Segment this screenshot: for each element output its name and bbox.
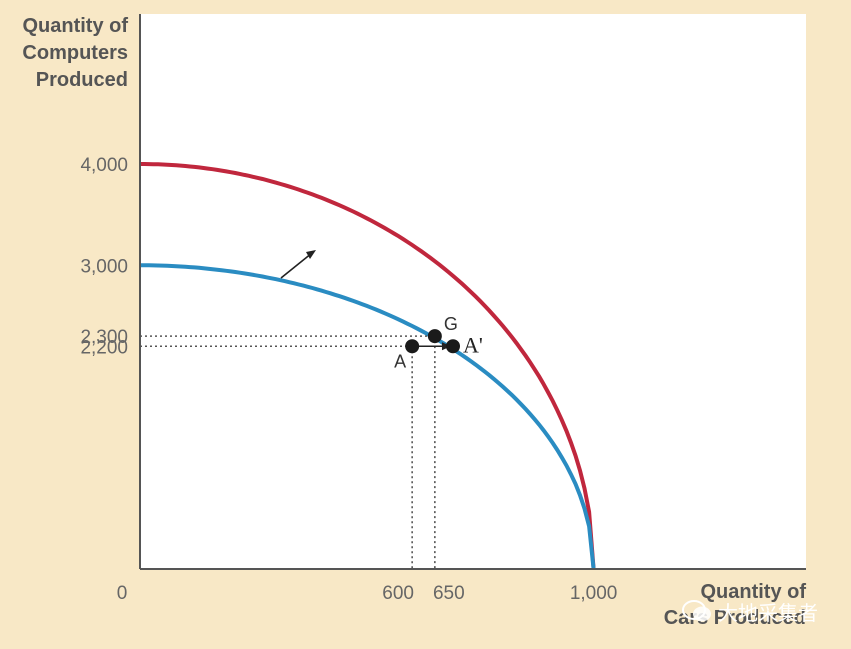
chat-bubble-icon (682, 599, 711, 621)
x-tick-label: 600 (382, 583, 414, 604)
origin-label: 0 (117, 583, 128, 604)
guides-layer (140, 335, 436, 569)
shift-arrow-head (306, 250, 316, 259)
x-tick-label: 650 (433, 583, 465, 604)
watermark: 大地采集者 (682, 597, 818, 626)
point-a-prime (445, 339, 460, 354)
y-axis-label-line-1: Quantity of (22, 15, 128, 37)
x-axis-label-line-1: Quantity of (700, 581, 806, 603)
y-tick-label: 3,000 (80, 256, 128, 277)
shift-arrow (280, 252, 313, 279)
points-layer: A A'G (394, 314, 483, 371)
y-tick-label: 2,200 (80, 337, 128, 358)
ppf-curve-1 (140, 162, 596, 570)
point-label-a-prime: A' (463, 332, 483, 357)
x-tick-label: 1,000 (570, 583, 618, 604)
point-label-a: A (394, 351, 406, 371)
watermark-text: 大地采集者 (718, 601, 818, 625)
y-axis-label-line-3: Produced (36, 69, 128, 91)
y-axis-label-line-2: Computers (22, 42, 128, 64)
point-label-g: G (444, 314, 458, 334)
point-a (405, 339, 420, 354)
x-ticks: 600 650 1,000 (382, 583, 617, 604)
ppf-curve-2 (140, 263, 596, 570)
y-tick-label: 4,000 (80, 155, 128, 176)
curves-layer (140, 162, 596, 570)
point-g (427, 329, 442, 344)
y-tick-label: 2,300 (80, 327, 128, 348)
